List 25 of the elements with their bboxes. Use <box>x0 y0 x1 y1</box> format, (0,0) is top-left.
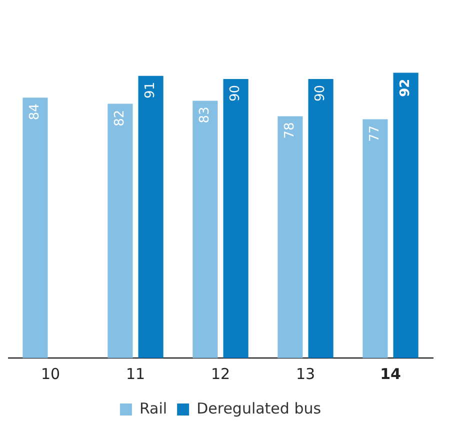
data-label: 77 <box>368 125 383 142</box>
data-label: 84 <box>28 104 43 120</box>
bar <box>393 72 418 358</box>
data-label: 90 <box>313 85 328 102</box>
bar <box>138 76 164 358</box>
data-label: 82 <box>112 110 128 126</box>
bar <box>192 100 218 358</box>
data-label: 83 <box>198 106 213 124</box>
bar <box>223 79 248 358</box>
x-tick-label: 13 <box>296 364 316 383</box>
data-label: 90 <box>228 85 244 102</box>
legend-label: Deregulated bus <box>196 399 322 418</box>
bar <box>108 104 133 358</box>
data-label: 92 <box>398 78 414 97</box>
x-tick-label: 14 <box>380 364 401 383</box>
bar <box>362 119 388 358</box>
data-label: 91 <box>143 82 158 98</box>
x-tick-label: 10 <box>40 364 60 383</box>
bar <box>22 98 48 358</box>
legend-label: Rail <box>139 399 168 418</box>
x-tick-label: 11 <box>126 364 146 383</box>
data-label: 78 <box>282 122 298 139</box>
x-tick-label: 12 <box>210 364 230 383</box>
bar <box>308 79 334 358</box>
bar <box>278 116 303 358</box>
